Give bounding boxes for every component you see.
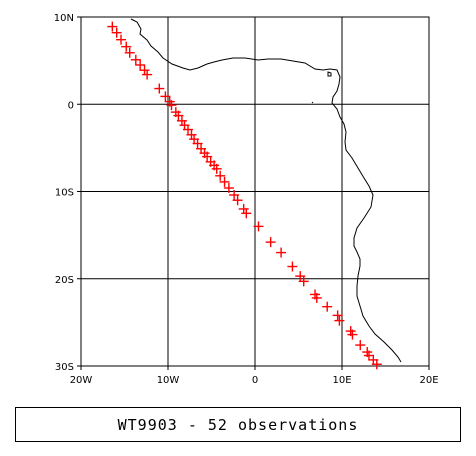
observation-point-42 — [170, 107, 181, 118]
observation-point-34 — [334, 315, 345, 326]
observation-point-44 — [189, 134, 200, 145]
observation-point-31 — [298, 276, 309, 287]
observation-point-13 — [176, 115, 187, 126]
tick-labels: 20W 10W 0 10E 20E 10N 0 10S 20S 30S — [54, 13, 439, 386]
observation-point-45 — [199, 148, 210, 159]
x-tick-label: 0 — [252, 375, 258, 386]
island — [327, 71, 332, 77]
observation-point-43 — [179, 120, 190, 131]
caption-text: WT9903 - 52 observations — [117, 415, 359, 434]
observation-point-24 — [229, 189, 240, 200]
observation-point-23 — [223, 183, 234, 194]
observation-point-8 — [142, 69, 153, 80]
x-tick-label: 10E — [332, 375, 351, 386]
observation-point-22 — [219, 176, 230, 187]
y-tick-label: 30S — [55, 362, 74, 373]
observation-point-7 — [135, 59, 146, 70]
observation-point-15 — [186, 129, 197, 140]
observation-point-4 — [121, 41, 132, 52]
observation-point-2 — [111, 27, 122, 38]
grid-lines — [81, 17, 429, 366]
observation-point-51 — [347, 329, 358, 340]
observation-point-6 — [130, 54, 141, 65]
observation-point-33 — [322, 301, 333, 312]
observation-point-49 — [311, 292, 322, 303]
y-tick-label: 10N — [54, 13, 74, 24]
observation-point-41 — [160, 91, 171, 102]
x-tick-label: 20E — [419, 375, 438, 386]
y-tick-label: 0 — [68, 100, 74, 111]
observation-point-46 — [209, 160, 220, 171]
x-tick-label: 10W — [157, 375, 180, 386]
observation-point-39 — [371, 359, 382, 370]
observation-point-1 — [107, 21, 118, 32]
africa-coastline — [130, 18, 402, 363]
observation-point-36 — [355, 340, 366, 351]
observation-point-5 — [124, 47, 135, 58]
observation-point-30 — [287, 261, 298, 272]
observation-point-26 — [241, 208, 252, 219]
observation-point-29 — [276, 247, 287, 258]
observation-point-3 — [116, 34, 127, 45]
observation-point-40 — [139, 65, 150, 76]
observation-point-50 — [332, 310, 343, 321]
observation-point-48 — [295, 271, 306, 282]
caption-box: WT9903 - 52 observations — [15, 407, 461, 442]
observation-point-28 — [265, 237, 276, 248]
observation-markers — [107, 21, 382, 370]
y-tick-label: 20S — [55, 275, 74, 286]
observation-point-11 — [166, 100, 177, 111]
x-tick-label: 20W — [70, 375, 93, 386]
observation-point-52 — [363, 350, 374, 361]
island-small — [311, 101, 314, 104]
coastline — [130, 18, 402, 363]
observation-point-27 — [253, 221, 264, 232]
map-plot: 20W 10W 0 10E 20E 10N 0 10S 20S 30S — [54, 13, 439, 386]
observation-point-25 — [232, 195, 243, 206]
observation-point-21 — [215, 170, 226, 181]
y-tick-label: 10S — [55, 188, 74, 199]
observation-point-9 — [154, 83, 165, 94]
observation-point-47 — [238, 203, 249, 214]
